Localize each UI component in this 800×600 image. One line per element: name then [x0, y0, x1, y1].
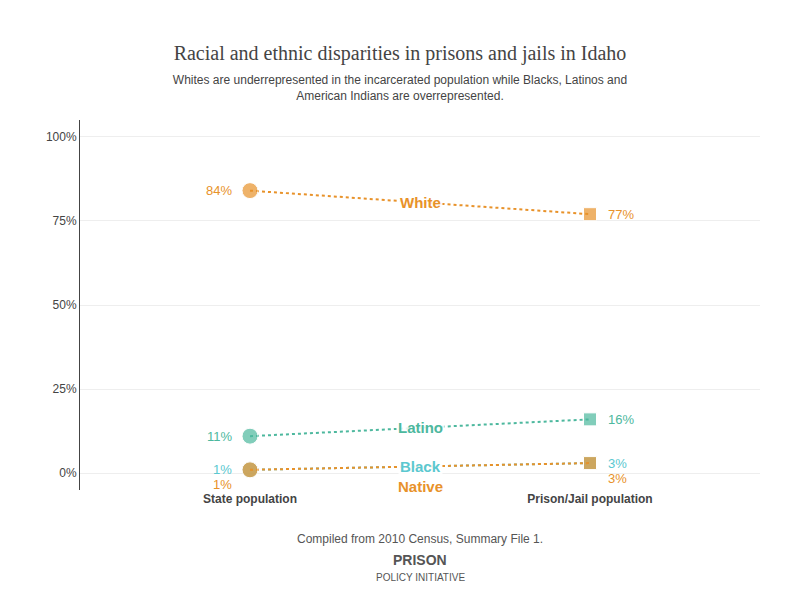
svg-text:Native: Native	[398, 478, 443, 495]
svg-text:3%: 3%	[608, 471, 627, 486]
svg-text:1%: 1%	[213, 462, 232, 477]
svg-text:1%: 1%	[213, 477, 232, 492]
svg-text:White: White	[400, 194, 441, 211]
svg-text:Black: Black	[400, 458, 441, 475]
svg-text:Whites are underrepresented in: Whites are underrepresented in the incar…	[173, 73, 627, 103]
svg-text:3%: 3%	[608, 456, 627, 471]
svg-text:Latino: Latino	[398, 419, 443, 436]
svg-text:75%: 75%	[53, 214, 77, 228]
svg-text:Prison/Jail population: Prison/Jail population	[527, 492, 652, 506]
svg-text:100%: 100%	[46, 130, 77, 144]
svg-text:Racial and ethnic disparities: Racial and ethnic disparities in prisons…	[174, 42, 627, 65]
svg-text:PRISON: PRISON	[393, 552, 447, 568]
svg-text:77%: 77%	[608, 207, 634, 222]
svg-text:0%: 0%	[59, 466, 77, 480]
svg-text:50%: 50%	[53, 298, 77, 312]
svg-text:84%: 84%	[206, 183, 232, 198]
svg-text:Compiled from 2010 Census, Sum: Compiled from 2010 Census, Summary File …	[297, 532, 543, 546]
svg-text:16%: 16%	[608, 412, 634, 427]
svg-text:POLICY INITIATIVE: POLICY INITIATIVE	[376, 572, 465, 583]
svg-text:State population: State population	[203, 492, 297, 506]
svg-text:11%: 11%	[207, 429, 232, 444]
svg-text:25%: 25%	[53, 382, 77, 396]
